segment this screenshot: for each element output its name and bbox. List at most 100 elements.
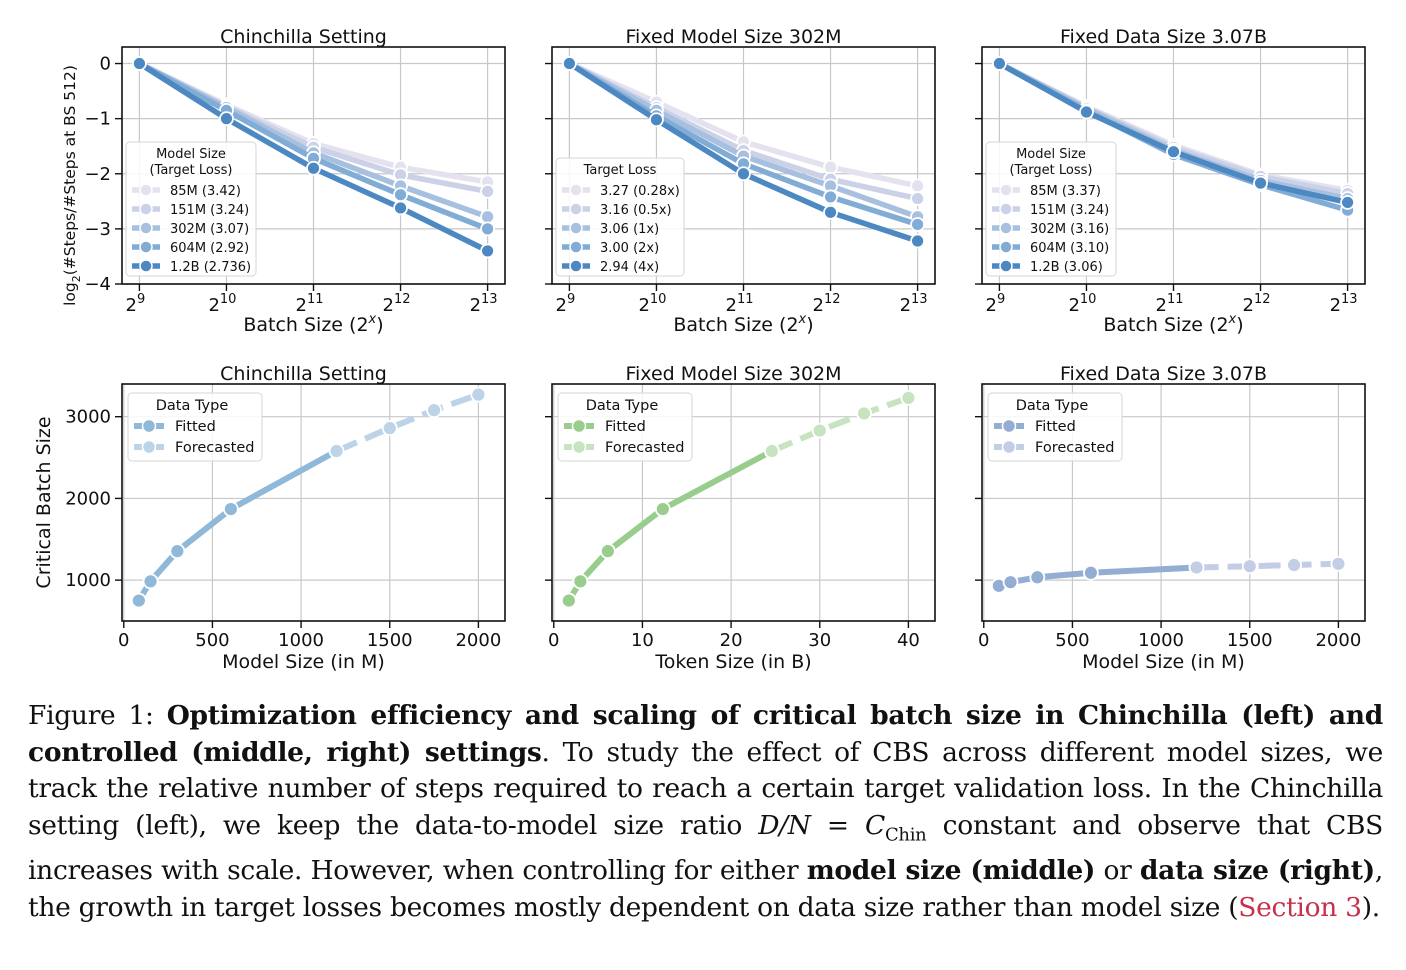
legend-marker [999,240,1013,254]
x-tick-label: 10 [631,630,654,651]
data-point [910,191,925,206]
legend-entry: Fitted [175,419,216,435]
legend-marker [1001,439,1017,455]
legend-entry: 604M (2.92) [170,241,249,256]
panel-title: Chinchilla Setting [220,26,387,48]
legend-marker [569,259,583,273]
legend: Data Type Fitted Forecasted [557,392,693,462]
x-tick-label: 212 [383,292,411,316]
x-tick-label: 1500 [1227,630,1273,651]
legend-entry: 604M (3.10) [1030,241,1109,256]
data-point [763,443,780,459]
plot-frame [981,383,1366,622]
x-tick-label: 211 [296,292,324,316]
caption-bold-title: Optimization efficiency and scaling of c… [28,700,1383,768]
data-point [393,200,408,216]
legend-entry: Forecasted [1035,440,1114,456]
data-point [572,573,589,590]
data-point [823,204,838,220]
x-axis-label: Model Size (in M) [1082,651,1245,673]
caption-text-2: constant and observe that CBS increases … [28,809,1383,887]
caption-math: D/N = C [758,809,885,841]
data-point [992,56,1007,71]
y-tick-label: −1 [84,109,111,130]
x-tick-label: 29 [126,292,146,316]
data-point [562,56,577,71]
x-tick-label: 0 [118,630,129,651]
x-tick-label: 500 [1055,630,1089,651]
series-line-2 [335,391,480,454]
data-point [649,112,664,128]
legend-title: Model Size [156,147,226,162]
data-point [654,501,671,517]
legend-marker [141,418,157,434]
data-point [910,178,925,194]
x-tick-label: 1000 [278,630,324,651]
x-tick-label: 0 [978,630,989,651]
data-point [381,420,398,437]
series-line-2 [770,395,910,454]
data-point [1241,558,1258,575]
x-tick-label: 40 [897,630,920,651]
data-point [900,389,917,406]
data-point [910,233,925,249]
chart-panel-2: 29 210 211 212 213 Fixed Model Size 302M Batch… [545,26,936,336]
legend-marker [999,183,1013,197]
caption-math-sub: Chin [884,823,927,845]
data-point [1082,564,1099,581]
x-tick-label: 2000 [455,630,501,651]
legend-marker [571,439,587,455]
data-point [1286,557,1302,573]
y-tick-label: 3000 [65,407,111,428]
series-line-2 [1196,560,1339,571]
y-tick-label: 1000 [65,570,111,591]
plot-frame [551,383,936,622]
x-tick-label: 210 [1068,292,1096,316]
legend-entry: 302M (3.07) [170,222,249,237]
caption-text-4: , the growth in target losses becomes mo… [28,855,1383,923]
legend-marker [569,221,583,235]
legend-entry: Fitted [605,419,646,435]
panel-title: Fixed Model Size 302M [625,26,841,48]
data-point [426,402,442,419]
legend-title: (Target Loss) [149,163,232,178]
legend-marker [141,439,157,455]
y-axis-label: Critical Batch Size [33,416,55,588]
data-point [480,243,495,259]
x-tick-label: 29 [986,292,1006,316]
data-point [306,160,321,176]
x-tick-label: 210 [638,292,666,316]
x-tick-label: 1500 [367,630,413,651]
panel-title: Chinchilla Setting [220,363,387,385]
data-point [560,592,577,609]
panel-title: Fixed Data Size 3.07B [1060,363,1267,385]
plot-frame [121,46,506,285]
data-point [599,543,616,560]
data-point [480,184,495,199]
legend-entry: 151M (3.24) [1030,203,1109,218]
x-tick-label: 212 [1243,292,1271,316]
data-point [393,187,408,203]
section-3-link[interactable]: Section 3 [1238,891,1362,923]
panel-title: Fixed Model Size 302M [625,363,841,385]
legend-entry: 1.2B (3.06) [1030,260,1103,275]
data-point [823,189,838,205]
legend-marker [139,183,153,197]
chart-panel-4: 0 500 1000 1500 2000 1000 2000 3000 Chinchilla S… [33,363,506,673]
legend-marker [139,202,153,216]
caption-text-3: or [1095,855,1140,887]
caption-bold-data: data size (right) [1139,855,1375,887]
data-point [910,217,925,232]
legend-entry: 3.00 (2x) [600,241,659,256]
legend: Data Type Fitted Forecasted [127,392,263,462]
legend-marker [569,240,583,254]
figure-caption: Figure 1: Optimization efficiency and sc… [28,698,1383,926]
data-point [736,166,751,182]
legend-entry: 151M (3.24) [170,203,249,218]
legend-entry: 85M (3.37) [1030,184,1101,199]
legend-entry: 1.2B (2.736) [170,260,251,275]
legend: Data Type Fitted Forecasted [987,392,1123,462]
x-tick-label: 210 [208,292,236,316]
caption-bold-model: model size (middle) [806,855,1096,887]
legend-marker [139,221,153,235]
